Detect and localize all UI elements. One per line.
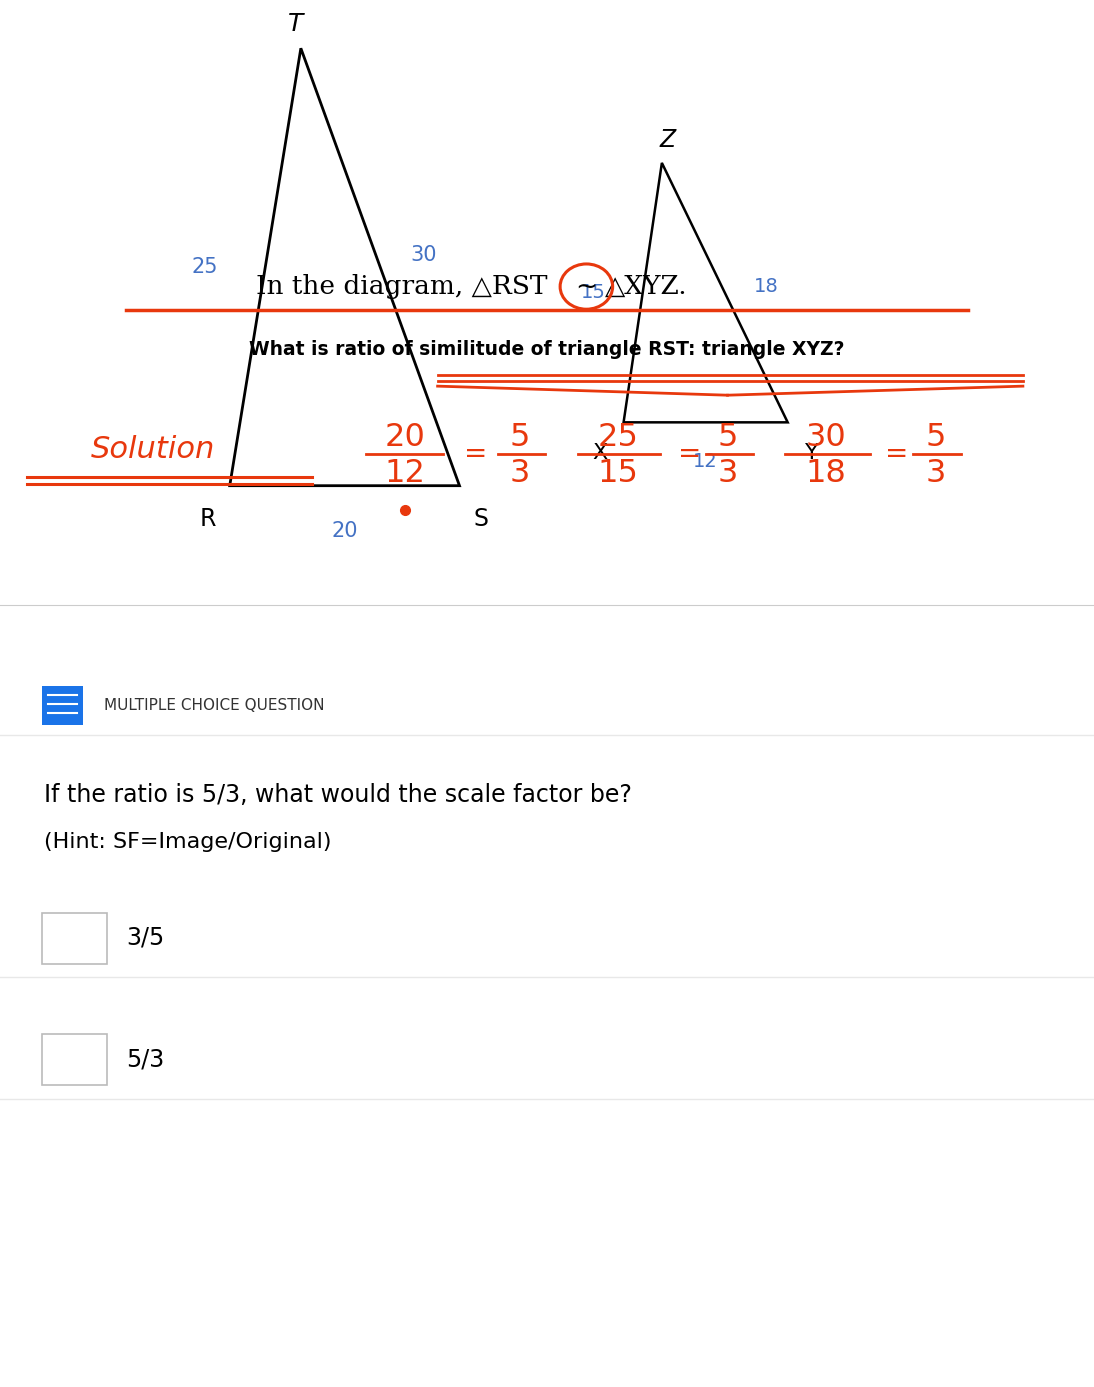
Text: 5: 5 — [926, 422, 945, 454]
Text: 5/3: 5/3 — [126, 1047, 164, 1071]
Text: 3/5: 3/5 — [126, 927, 164, 950]
Text: Solution: Solution — [91, 436, 216, 465]
Text: =: = — [464, 440, 488, 469]
Text: 3: 3 — [926, 458, 945, 490]
Text: Z: Z — [660, 128, 675, 153]
Text: T: T — [288, 12, 303, 36]
Text: 20: 20 — [384, 422, 426, 454]
Text: What is ratio of similitude of triangle RST: triangle XYZ?: What is ratio of similitude of triangle … — [249, 340, 845, 359]
Text: R: R — [199, 506, 217, 531]
Text: △XYZ.: △XYZ. — [605, 275, 688, 300]
Text: =: = — [677, 440, 701, 469]
Text: 5: 5 — [510, 422, 529, 454]
Text: 12: 12 — [694, 452, 718, 472]
Bar — [82, 18, 1012, 585]
Text: S: S — [474, 506, 489, 531]
Text: 5: 5 — [718, 422, 737, 454]
Bar — [42, 1035, 107, 1085]
Text: 20: 20 — [331, 522, 358, 541]
Text: If the ratio is 5/3, what would the scale factor be?: If the ratio is 5/3, what would the scal… — [44, 784, 631, 807]
Text: X: X — [592, 442, 607, 462]
Text: 25: 25 — [191, 257, 219, 277]
Text: =: = — [885, 440, 909, 469]
Bar — [42, 913, 107, 964]
Text: 18: 18 — [805, 458, 847, 490]
Text: 15: 15 — [597, 458, 639, 490]
Text: 18: 18 — [754, 277, 779, 295]
Text: In the diagram, △RST: In the diagram, △RST — [256, 275, 547, 300]
Text: 30: 30 — [805, 422, 847, 454]
Text: Y: Y — [805, 442, 818, 462]
Text: 12: 12 — [384, 458, 426, 490]
Text: 30: 30 — [410, 245, 438, 265]
Text: ∼: ∼ — [575, 273, 597, 300]
Bar — [42, 685, 83, 725]
Text: 15: 15 — [581, 283, 606, 302]
Text: MULTIPLE CHOICE QUESTION: MULTIPLE CHOICE QUESTION — [104, 698, 325, 713]
Text: 3: 3 — [718, 458, 737, 490]
Text: (Hint: SF=Image/Original): (Hint: SF=Image/Original) — [44, 832, 331, 853]
Text: 3: 3 — [510, 458, 529, 490]
Text: 25: 25 — [597, 422, 639, 454]
